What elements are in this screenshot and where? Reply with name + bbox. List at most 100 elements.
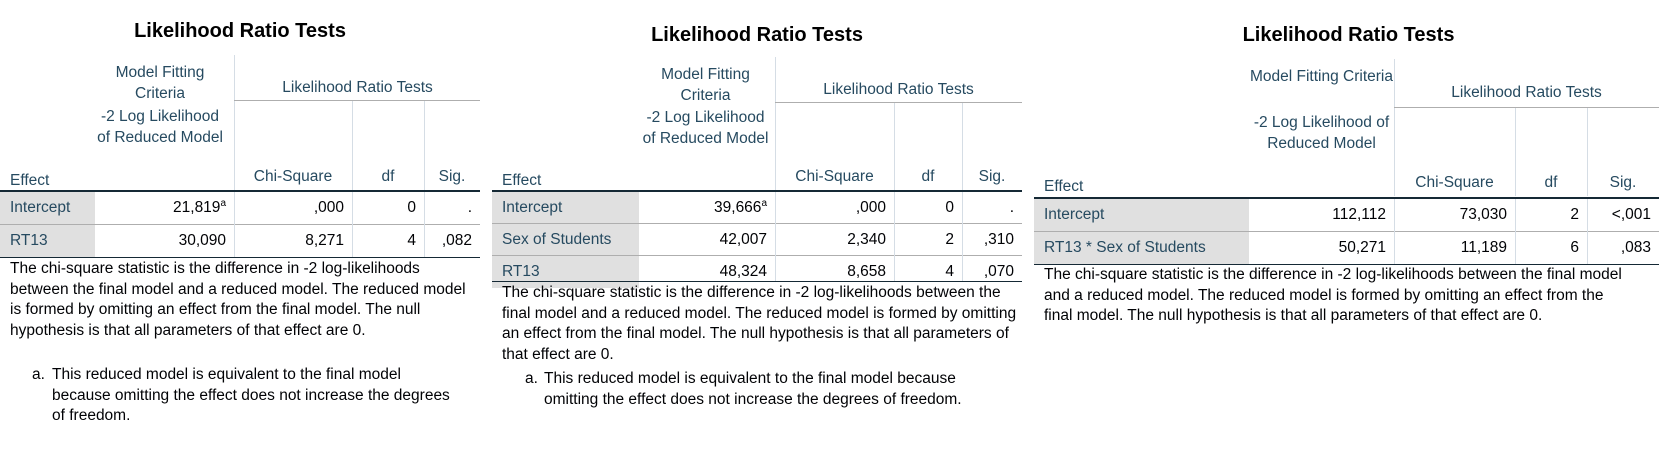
cell-chi-square: 2,340 xyxy=(847,231,886,248)
cell-sig: ,083 xyxy=(1620,239,1651,256)
cell-sig: ,310 xyxy=(983,231,1014,248)
header-sig: Sig. xyxy=(1609,174,1637,191)
footnote: The chi-square statistic is the differen… xyxy=(1044,266,1622,324)
cell-neg2ll: 39,666a xyxy=(714,198,767,217)
table-title: Likelihood Ratio Tests xyxy=(134,20,346,42)
header-effect: Effect xyxy=(10,172,50,189)
table-row: RT13 * Sex of Students 50,271 11,189 6 ,… xyxy=(1034,232,1659,264)
header-likelihood-ratio-tests: Likelihood Ratio Tests xyxy=(823,81,974,98)
header-model-fitting-criteria: Model Fitting Criteria xyxy=(1250,68,1393,85)
lr-table-2: Likelihood Ratio Tests Model Fitting Cri… xyxy=(492,0,1022,463)
table-bottom-rule xyxy=(0,257,480,258)
header-likelihood-ratio-tests: Likelihood Ratio Tests xyxy=(1451,84,1602,101)
header-neg2ll: -2 Log Likelihood of Reduced Model xyxy=(1253,114,1390,152)
table-bottom-rule xyxy=(492,281,1022,282)
header-sig: Sig. xyxy=(438,168,466,185)
divider xyxy=(1394,199,1395,264)
header-sig: Sig. xyxy=(978,168,1006,185)
divider xyxy=(1515,199,1516,264)
cell-neg2ll: 50,271 xyxy=(1338,239,1386,256)
cell-sig: <,001 xyxy=(1611,206,1651,223)
row-label: Sex of Students xyxy=(492,224,639,256)
cell-neg2ll: 48,324 xyxy=(719,263,767,280)
cell-sig: . xyxy=(1009,199,1014,216)
divider xyxy=(775,102,1022,103)
divider xyxy=(424,192,425,257)
cell-sig: ,070 xyxy=(983,263,1014,280)
divider xyxy=(0,224,480,225)
divider xyxy=(1587,199,1588,264)
header-rule xyxy=(0,190,480,192)
cell-sig: . xyxy=(467,199,472,216)
divider xyxy=(894,192,895,281)
header-chi-square: Chi-Square xyxy=(795,168,874,185)
header-model-fitting-criteria: Model Fitting Criteria xyxy=(115,64,205,102)
header-rule xyxy=(1034,197,1659,199)
divider xyxy=(234,100,480,101)
cell-df: 0 xyxy=(407,199,416,216)
table-row: Sex of Students 42,007 2,340 2 ,310 xyxy=(492,224,1022,256)
cell-neg2ll: 21,819a xyxy=(173,198,226,217)
lr-table-1: Likelihood Ratio Tests Model Fitting Cri… xyxy=(0,0,480,463)
footnote: The chi-square statistic is the differen… xyxy=(502,284,1017,363)
divider xyxy=(1394,59,1395,196)
divider xyxy=(775,192,776,281)
footnote-a-mark: a. xyxy=(525,370,538,387)
divider xyxy=(962,192,963,281)
divider xyxy=(1394,107,1659,108)
row-label: Intercept xyxy=(0,192,95,224)
cell-chi-square: ,000 xyxy=(855,199,886,216)
footnote-a-mark: a. xyxy=(32,366,45,383)
table-row: RT13 48,324 8,658 4 ,070 xyxy=(492,256,1022,288)
header-chi-square: Chi-Square xyxy=(1415,174,1494,191)
cell-neg2ll: 112,112 xyxy=(1332,206,1386,223)
table-row: RT13 30,090 8,271 4 ,082 xyxy=(0,225,480,257)
divider xyxy=(352,100,353,190)
divider xyxy=(492,255,1022,256)
row-label: Intercept xyxy=(1034,199,1249,231)
footnote-a: a. This reduced model is equivalent to t… xyxy=(525,369,995,433)
divider xyxy=(352,192,353,257)
row-label: RT13 xyxy=(0,225,95,257)
divider xyxy=(1034,231,1659,232)
footnote-a-text: This reduced model is equivalent to the … xyxy=(52,366,450,424)
cell-df: 0 xyxy=(945,199,954,216)
header-model-fitting-criteria: Model Fitting Criteria xyxy=(661,66,750,104)
divider xyxy=(234,192,235,257)
table-row: Intercept 21,819a ,000 0 . xyxy=(0,192,480,224)
lr-table-3: Likelihood Ratio Tests Model Fitting Cri… xyxy=(1034,0,1663,463)
divider xyxy=(775,57,776,190)
divider xyxy=(1515,107,1516,196)
cell-df: 4 xyxy=(407,232,416,249)
cell-chi-square: ,000 xyxy=(313,199,344,216)
table-title: Likelihood Ratio Tests xyxy=(651,24,863,46)
row-label: RT13 * Sex of Students xyxy=(1034,232,1249,264)
header-neg2ll: -2 Log Likelihood of Reduced Model xyxy=(642,109,769,147)
divider xyxy=(894,102,895,190)
header-neg2ll: -2 Log Likelihood of Reduced Model xyxy=(97,108,223,146)
row-label: RT13 xyxy=(492,256,639,288)
header-chi-square: Chi-Square xyxy=(253,168,333,185)
row-label: Intercept xyxy=(492,192,639,224)
cell-neg2ll: 42,007 xyxy=(719,231,767,248)
table-bottom-rule xyxy=(1034,264,1659,265)
header-effect: Effect xyxy=(1044,178,1084,195)
header-rule xyxy=(492,190,1022,192)
cell-chi-square: 8,271 xyxy=(305,232,344,249)
divider xyxy=(1587,107,1588,196)
header-df: df xyxy=(381,168,395,185)
cell-neg2ll: 30,090 xyxy=(178,232,226,249)
divider xyxy=(234,55,235,190)
header-df: df xyxy=(921,168,935,185)
header-likelihood-ratio-tests: Likelihood Ratio Tests xyxy=(282,79,433,96)
cell-sig: ,082 xyxy=(441,232,472,249)
cell-df: 2 xyxy=(945,231,954,248)
footnote: The chi-square statistic is the differen… xyxy=(10,260,466,339)
cell-chi-square: 8,658 xyxy=(847,263,886,280)
footnote-a-text: This reduced model is equivalent to the … xyxy=(544,370,962,408)
footnote-a: a. This reduced model is equivalent to t… xyxy=(32,365,472,429)
cell-df: 6 xyxy=(1570,239,1579,256)
table-title: Likelihood Ratio Tests xyxy=(1242,24,1455,46)
divider xyxy=(962,102,963,190)
table-row: Intercept 39,666a ,000 0 . xyxy=(492,192,1022,224)
